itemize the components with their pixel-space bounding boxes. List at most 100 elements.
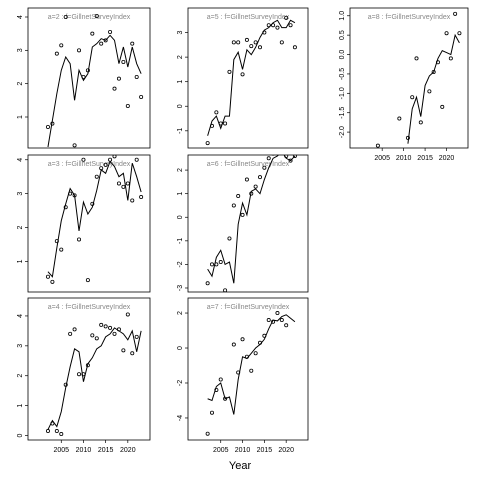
x-tick-label: 2015 [98,447,114,454]
observed-point [81,372,86,377]
observed-point [397,116,402,121]
observed-point [279,40,284,45]
observed-point [54,239,59,244]
observed-point [236,370,241,375]
observed-point [90,201,95,206]
observed-point [45,429,50,434]
observed-point [99,322,104,327]
observed-point [72,327,77,332]
panel-title: a=7 : f=GillnetSurveyIndex [207,304,290,311]
observed-point [257,45,262,50]
observed-point [50,121,55,126]
x-tick-label: 2010 [396,155,412,162]
plot-area [205,15,297,146]
y-tick-label: 1 [17,115,24,119]
y-tick-label: 1 [17,404,24,408]
observed-point [231,40,236,45]
x-tick-label: 2005 [374,155,390,162]
observed-point [444,31,449,36]
observed-point [139,95,144,100]
panel-frame [187,154,309,293]
observed-point [50,279,55,284]
observed-point [244,37,249,42]
y-tick-label: -0.5 [339,68,346,80]
observed-point [223,121,228,126]
observed-point [209,262,214,267]
observed-point [227,69,232,74]
observed-point [77,48,82,53]
observed-point [271,319,276,324]
observed-point [214,110,219,115]
observed-point [116,327,121,332]
observed-point [134,334,139,339]
observed-point [121,348,126,353]
x-tick-label: 2005 [213,447,229,454]
observed-point [292,45,297,50]
observed-point [45,274,50,279]
observed-point [448,56,453,61]
observed-point [262,333,267,338]
y-tick-label: 0.5 [339,30,346,40]
observed-point [116,181,121,186]
y-tick-label: 0 [17,433,24,437]
observed-point [292,155,297,158]
y-tick-label: -1.0 [339,87,346,99]
panel-frame [27,154,151,293]
observed-point [288,158,293,163]
observed-point [63,14,68,19]
panel-frame [27,7,151,149]
y-tick-label: 3 [17,192,24,196]
observed-point [410,95,415,100]
fitted-line [407,33,460,144]
observed-point [68,191,73,196]
y-tick-label: 2 [17,82,24,86]
observed-point [50,421,55,426]
observed-point [54,51,59,56]
observed-point [112,331,117,336]
observed-point [284,323,289,328]
panel-title: a=5 : f=GillnetSurveyIndex [207,14,290,21]
panel-frame [187,7,309,149]
observed-point [209,123,214,128]
panel-frame [349,7,469,149]
observed-point [99,166,104,171]
observed-point [427,89,432,94]
observed-point [45,125,50,130]
y-tick-label: -4 [177,415,184,421]
x-axis-label: Year [229,460,252,472]
observed-point [375,143,380,148]
y-tick-label: 2 [177,168,184,172]
observed-point [205,141,210,146]
y-tick-label: -2.0 [339,126,346,138]
observed-point [205,281,210,286]
observed-point [236,194,241,199]
observed-point [103,162,108,167]
observed-point [218,377,223,382]
observed-point [112,155,117,159]
y-tick-label: 3 [17,344,24,348]
observed-point [214,262,219,267]
observed-point [431,69,436,74]
observed-point [59,247,64,252]
panel-title: a=4 : f=GillnetSurveyIndex [48,304,131,311]
panel-title: a=8 : f=GillnetSurveyIndex [368,14,451,21]
plot-area [45,13,144,148]
y-tick-label: -1 [177,238,184,244]
y-tick-label: -1 [177,128,184,134]
observed-point [103,38,108,43]
observed-point [99,41,104,46]
observed-point [108,29,113,34]
observed-point [236,40,241,45]
y-tick-label: 0 [177,346,184,350]
observed-point [253,351,258,356]
observed-point [418,120,423,125]
y-tick-label: -1.5 [339,107,346,119]
observed-point [440,104,445,109]
x-tick-label: 2010 [235,447,251,454]
x-tick-label: 2005 [53,447,69,454]
y-tick-label: -2 [177,261,184,267]
observed-point [94,336,99,341]
y-tick-label: 0 [177,215,184,219]
observed-point [240,72,245,77]
